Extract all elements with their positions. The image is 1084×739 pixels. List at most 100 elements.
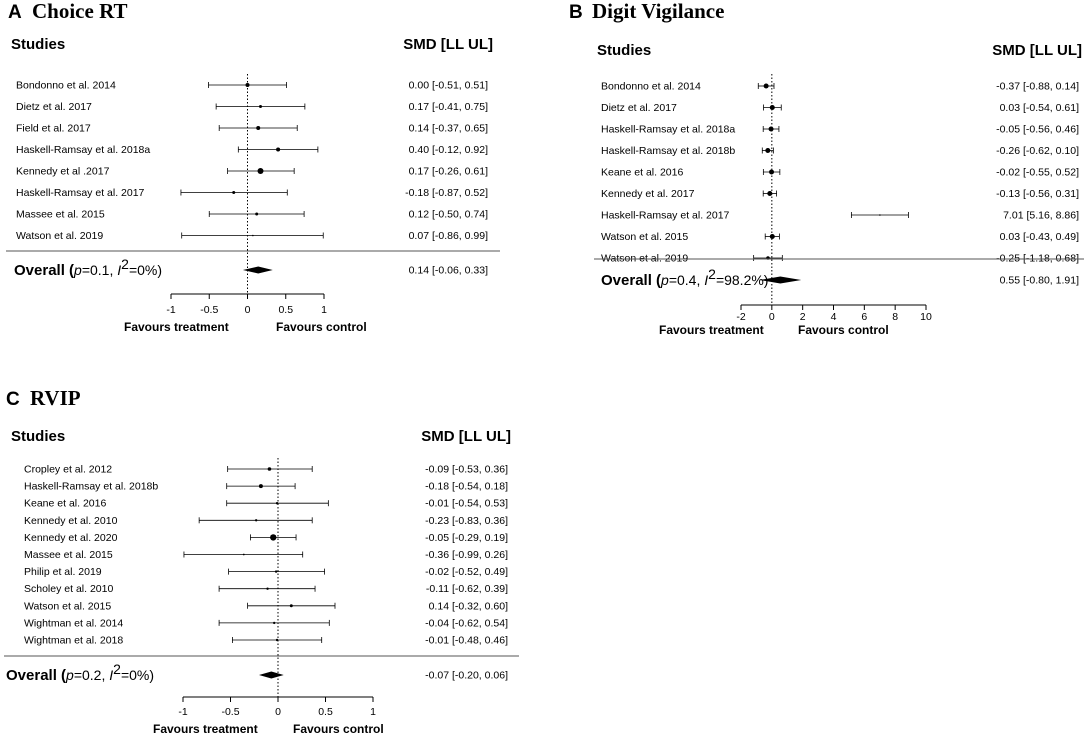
study-label: Keane et al. 2016 (24, 498, 106, 510)
study-label: Bondonno et al. 2014 (16, 80, 116, 92)
study-ci-text: 0.14 [-0.37, 0.65] (409, 123, 488, 135)
x-tick-label: 10 (920, 311, 932, 323)
study-row: Haskell-Ramsay et al. 2018a 0.40 [-0.12, … (16, 144, 488, 156)
x-tick-label: 0.5 (278, 304, 293, 316)
study-row: Kennedy et al. 2020 -0.05 [-0.29, 0.19] (24, 532, 508, 544)
study-label: Philip et al. 2019 (24, 566, 102, 578)
study-row: Bondonno et al. 2014 -0.37 [-0.88, 0.14] (601, 81, 1079, 93)
study-ci-text: -0.01 [-0.54, 0.53] (425, 498, 508, 510)
study-point (879, 214, 881, 216)
study-ci-text: -0.13 [-0.56, 0.31] (996, 188, 1079, 200)
study-ci-text: -0.26 [-0.62, 0.10] (996, 145, 1079, 157)
study-ci-text: 0.07 [-0.86, 0.99] (409, 230, 488, 242)
study-row: Wightman et al. 2014 -0.04 [-0.62, 0.54] (24, 617, 508, 629)
study-point (256, 126, 261, 130)
study-row: Haskell-Ramsay et al. 2017 -0.18 [-0.87, … (16, 187, 488, 199)
x-tick-label: -2 (736, 311, 745, 323)
study-label: Cropley et al. 2012 (24, 464, 112, 476)
study-point (259, 105, 263, 108)
study-label: Haskell-Ramsay et al. 2018b (24, 481, 158, 493)
study-row: Dietz et al. 2017 0.17 [-0.41, 0.75] (16, 101, 488, 113)
forest-panel-b: B Digit Vigilance Studies SMD [LL UL] Bondon… (569, 0, 1084, 337)
study-row: Bondonno et al. 2014 0.00 [-0.51, 0.51] (16, 80, 488, 92)
study-label: Watson et al. 2019 (16, 230, 103, 242)
overall-label: Overall (p=0.4, I2=98.2%) (601, 266, 768, 289)
study-label: Haskell-Ramsay et al. 2018a (16, 144, 150, 156)
x-tick-label: 4 (831, 311, 837, 323)
x-tick-label: 0 (245, 304, 251, 316)
study-label: Field et al. 2017 (16, 123, 91, 135)
overall-diamond (759, 276, 802, 284)
x-tick-label: -1 (178, 706, 187, 718)
panel-title: Choice RT (32, 0, 128, 23)
study-ci-text: 7.01 [5.16, 8.86] (1003, 210, 1079, 222)
study-row: Haskell-Ramsay et al. 2018b -0.18 [-0.54,… (24, 481, 508, 493)
x-tick-label: 0 (275, 706, 281, 718)
study-row: Watson et al. 2015 0.14 [-0.32, 0.60] (24, 600, 508, 612)
study-point (254, 519, 258, 522)
favours-treatment-label: Favours treatment (124, 320, 229, 334)
study-label: Kennedy et al. 2010 (24, 515, 118, 527)
study-ci-text: -0.05 [-0.56, 0.46] (996, 124, 1079, 136)
study-label: Massee et al. 2015 (24, 549, 113, 561)
x-tick-label: 1 (370, 706, 376, 718)
study-point (270, 534, 277, 541)
study-ci-text: -0.18 [-0.54, 0.18] (425, 481, 508, 493)
smd-ci-header: SMD [LL UL] (421, 428, 511, 445)
favours-control-label: Favours control (293, 722, 384, 736)
study-label: Watson et al. 2015 (24, 600, 111, 612)
study-ci-text: 0.12 [-0.50, 0.74] (409, 209, 488, 221)
study-point (252, 234, 254, 237)
study-label: Massee et al. 2015 (16, 209, 105, 221)
study-ci-text: -0.18 [-0.87, 0.52] (405, 187, 488, 199)
study-ci-text: -0.11 [-0.62, 0.39] (426, 583, 508, 595)
study-ci-text: 0.17 [-0.41, 0.75] (409, 101, 488, 113)
study-row: Massee et al. 2015 -0.36 [-0.99, 0.26] (24, 549, 508, 561)
study-row: Field et al. 2017 0.14 [-0.37, 0.65] (16, 123, 488, 135)
panel-title: RVIP (30, 386, 81, 410)
study-row: Philip et al. 2019 -0.02 [-0.52, 0.49] (24, 566, 508, 578)
study-point (255, 212, 259, 216)
study-row: Massee et al. 2015 0.12 [-0.50, 0.74] (16, 209, 488, 221)
favours-control-label: Favours control (798, 323, 889, 337)
study-ci-text: -0.04 [-0.62, 0.54] (425, 617, 508, 629)
study-label: Wightman et al. 2018 (24, 635, 123, 647)
favours-control-label: Favours control (276, 320, 367, 334)
study-ci-text: 0.03 [-0.54, 0.61] (1000, 102, 1079, 114)
study-row: Kennedy et al. 2017 -0.13 [-0.56, 0.31] (601, 188, 1079, 200)
study-ci-text: -0.01 [-0.48, 0.46] (425, 635, 508, 647)
study-ci-text: 0.14 [-0.32, 0.60] (429, 600, 508, 612)
overall-label: Overall (p=0.1, I2=0%) (14, 256, 162, 279)
study-label: Haskell-Ramsay et al. 2018a (601, 124, 735, 136)
study-ci-text: 0.40 [-0.12, 0.92] (409, 144, 488, 156)
study-label: Dietz et al. 2017 (16, 101, 92, 113)
study-label: Haskell-Ramsay et al. 2018b (601, 145, 735, 157)
study-point (267, 467, 272, 471)
x-tick-label: 0.5 (318, 706, 333, 718)
study-point (245, 83, 250, 87)
study-label: Scholey et al. 2010 (24, 583, 113, 595)
study-point (266, 587, 269, 590)
study-label: Haskell-Ramsay et al. 2017 (601, 210, 730, 222)
smd-ci-header: SMD [LL UL] (992, 42, 1082, 59)
study-point (769, 105, 775, 110)
x-tick-label: 2 (800, 311, 806, 323)
panel-letter: B (569, 2, 583, 23)
study-ci-text: -0.36 [-0.99, 0.26] (425, 549, 508, 561)
study-point (232, 191, 236, 194)
study-ci-text: 0.03 [-0.43, 0.49] (1000, 231, 1079, 243)
x-tick-label: 0 (769, 311, 775, 323)
study-point (769, 234, 775, 239)
study-row: Cropley et al. 2012 -0.09 [-0.53, 0.36] (24, 464, 508, 476)
study-ci-text: 0.17 [-0.26, 0.61] (409, 166, 488, 178)
favours-treatment-label: Favours treatment (659, 323, 764, 337)
smd-ci-header: SMD [LL UL] (403, 36, 493, 53)
study-label: Dietz et al. 2017 (601, 102, 677, 114)
overall-label: Overall (p=0.2, I2=0%) (6, 661, 154, 684)
study-row: Haskell-Ramsay et al. 2018b -0.26 [-0.62,… (601, 145, 1079, 157)
x-tick-label: -0.5 (221, 706, 239, 718)
study-ci-text: 0.00 [-0.51, 0.51] (409, 80, 488, 92)
study-point (768, 126, 774, 132)
study-label: Bondonno et al. 2014 (601, 81, 701, 93)
